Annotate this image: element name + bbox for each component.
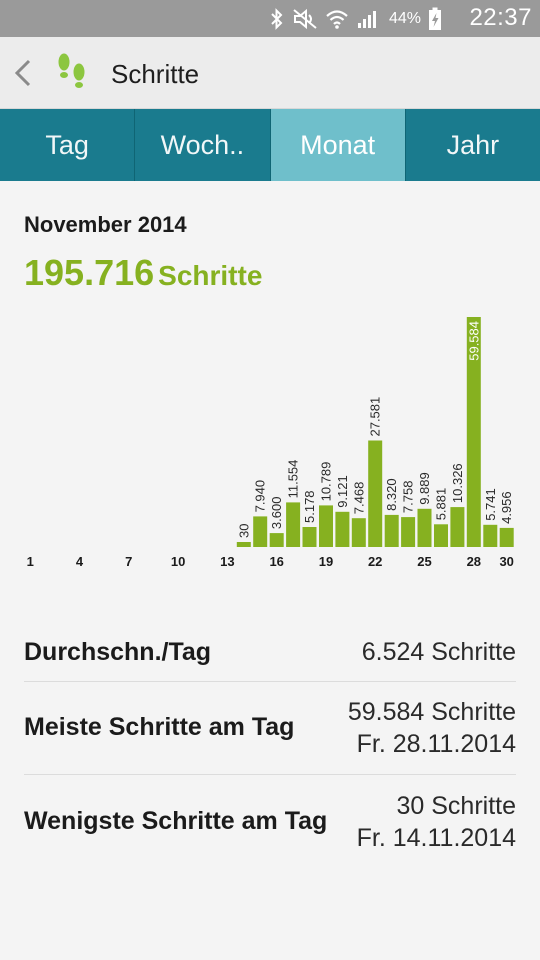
bar-label-day-26: 5.881 — [434, 488, 449, 521]
battery-percent: 44% — [388, 10, 421, 27]
x-tick-25: 25 — [417, 554, 431, 569]
bar-day-15 — [253, 516, 268, 547]
tab-week[interactable]: Woch.. — [134, 109, 269, 181]
bar-day-29 — [483, 524, 498, 547]
bar-day-26 — [434, 524, 448, 547]
bar-day-30 — [499, 527, 514, 547]
min-date: Fr. 14.11.2014 — [356, 824, 516, 852]
page-title: Schritte — [111, 59, 200, 89]
footsteps-icon — [58, 53, 85, 88]
x-tick-7: 7 — [125, 554, 132, 569]
max-label: Meiste Schritte am Tag — [24, 713, 295, 741]
bar-label-day-19: 10.789 — [319, 462, 334, 502]
tab-year-label: Jahr — [446, 129, 500, 160]
tab-month-label: Monat — [300, 129, 376, 160]
bar-day-28 — [466, 317, 481, 547]
bar-label-day-16: 3.600 — [269, 497, 284, 530]
tab-year[interactable]: Jahr — [404, 109, 540, 181]
x-tick-30: 30 — [499, 554, 513, 569]
tab-week-label: Woch.. — [160, 129, 245, 160]
period-tabs: Tag Woch.. Monat Jahr — [0, 109, 540, 181]
bar-label-day-20: 9.121 — [335, 475, 350, 508]
bar-label-day-24: 7.758 — [401, 481, 416, 514]
bar-day-19 — [319, 505, 333, 547]
bar-day-17 — [286, 502, 301, 547]
bar-day-14 — [236, 542, 251, 547]
max-date: Fr. 28.11.2014 — [356, 730, 516, 758]
max-value: 59.584 Schritte — [347, 698, 516, 726]
bar-day-23 — [384, 514, 399, 547]
stat-row-max: Meiste Schritte am Tag 59.584 Schritte F… — [24, 682, 516, 775]
x-tick-4: 4 — [76, 554, 84, 569]
bar-day-25 — [417, 508, 432, 547]
x-tick-10: 10 — [171, 554, 185, 569]
bar-label-day-27: 10.326 — [450, 463, 465, 503]
bar-label-day-21: 7.468 — [351, 482, 366, 515]
bar-day-20 — [335, 511, 350, 547]
total-steps-value: 195.716 — [24, 252, 155, 293]
bar-label-day-14: 30 — [236, 524, 251, 538]
x-tick-13: 13 — [220, 554, 234, 569]
tab-day-label: Tag — [45, 129, 89, 160]
bluetooth-icon — [271, 8, 283, 30]
bar-day-22 — [368, 440, 383, 547]
x-tick-22: 22 — [368, 554, 382, 569]
bar-label-day-22: 27.581 — [368, 397, 383, 437]
bar-label-day-28: 59.584 — [466, 321, 481, 361]
tab-month[interactable]: Monat — [269, 109, 405, 181]
x-tick-16: 16 — [269, 554, 283, 569]
x-tick-28: 28 — [467, 554, 481, 569]
avg-label: Durchschn./Tag — [24, 638, 212, 666]
min-value: 30 Schritte — [396, 792, 516, 820]
tab-day[interactable]: Tag — [0, 109, 134, 181]
bar-day-18 — [302, 527, 317, 547]
bar-label-day-23: 8.320 — [384, 478, 399, 511]
total-steps: 195.716 Schritte — [24, 252, 262, 294]
avg-value: 6.524 Schritte — [361, 638, 516, 666]
status-bar: 44% 22:37 — [0, 0, 540, 37]
bar-label-day-15: 7.940 — [253, 480, 268, 513]
stats-list: Durchschn./Tag 6.524 Schritte Meiste Sch… — [24, 622, 516, 867]
bar-label-day-18: 5.178 — [302, 490, 317, 523]
period-label: November 2014 — [24, 212, 187, 237]
x-tick-19: 19 — [319, 554, 333, 569]
wifi-icon — [326, 10, 348, 29]
bar-label-day-30: 4.956 — [499, 491, 514, 524]
bar-day-21 — [351, 518, 366, 547]
bar-label-day-29: 5.741 — [483, 488, 498, 521]
bar-label-day-17: 11.554 — [286, 460, 301, 499]
status-icons: 44% — [269, 7, 442, 31]
signal-icon — [357, 11, 376, 28]
battery-charging-icon — [429, 7, 441, 30]
bar-day-27 — [450, 507, 465, 547]
bar-label-day-25: 9.889 — [417, 472, 432, 505]
action-bar: Schritte — [0, 37, 540, 109]
bar-day-24 — [401, 517, 416, 547]
bar-day-16 — [269, 533, 284, 547]
total-steps-unit: Schritte — [158, 260, 263, 291]
min-label: Wenigste Schritte am Tag — [24, 807, 328, 835]
mute-icon — [293, 8, 317, 30]
x-tick-1: 1 — [27, 554, 34, 569]
status-time: 22:37 — [469, 4, 532, 31]
stat-row-min: Wenigste Schritte am Tag 30 Schritte Fr.… — [24, 775, 516, 867]
stat-row-average: Durchschn./Tag 6.524 Schritte — [24, 622, 516, 682]
chevron-left-icon[interactable] — [10, 57, 36, 89]
